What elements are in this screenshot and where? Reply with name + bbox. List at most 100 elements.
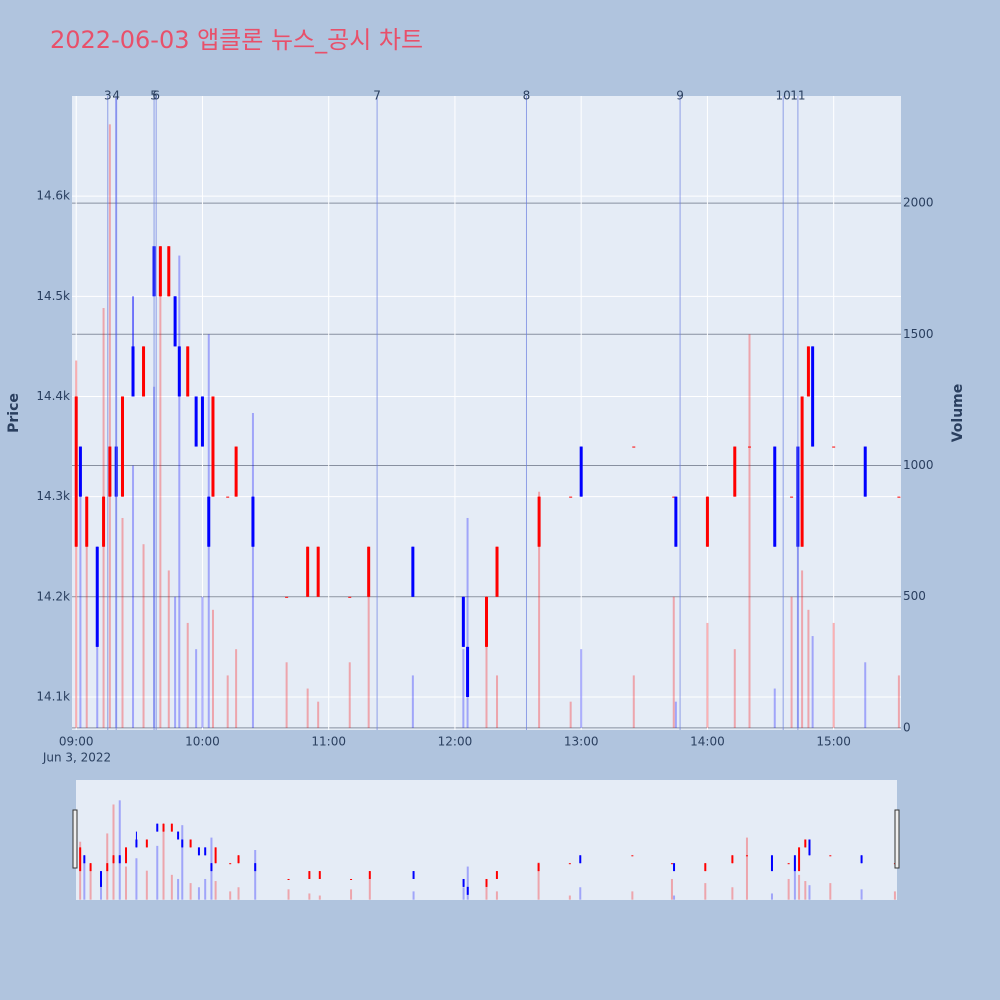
volume-bar [674,701,677,728]
volume-bar [142,544,145,728]
candle-body [733,446,737,497]
candle-body [145,839,148,848]
volume-bar [317,701,320,728]
volume-bar [704,883,707,900]
volume-bar [237,887,240,900]
volume-bar [177,878,180,900]
volume-bar [350,889,353,900]
volume-bar [197,887,200,900]
volume-bar [496,675,499,728]
candle-body [158,246,162,297]
volume-bar [893,891,896,900]
candle-body [806,346,810,397]
volume-bar [733,649,736,728]
candle-body [78,446,82,497]
volume-bar [367,596,370,728]
volume-bar [285,662,288,728]
range-handle-left[interactable] [72,809,78,869]
candle-body [118,855,121,864]
candle-body [350,878,353,880]
candle-body [194,396,198,447]
volume-bar [135,858,138,900]
volume-bar [466,866,469,900]
range-handle-right[interactable] [894,809,900,869]
volume-bar [251,413,254,728]
candle-body [308,871,311,879]
news-label: 8 [523,89,531,103]
volume-bar [569,701,572,728]
candle-body [631,855,634,857]
volume-bar [745,837,748,900]
candle-body [670,863,673,865]
volume-bar [860,889,863,900]
x-tick-label: 11:00 [311,735,346,749]
candle-body [181,839,184,848]
volume-bar [145,870,148,900]
candle-body [83,855,86,864]
candle-body [411,546,415,597]
volume-bar [773,688,776,728]
volume-bar [864,662,867,728]
volume-bar [632,675,635,728]
volume-bar [214,881,217,900]
candle-body [808,839,811,856]
candle-body [234,446,238,497]
volume-bar [125,866,128,900]
y-tick-label: 14.6k [36,189,70,203]
candle-body [200,396,204,447]
volume-bar [204,878,207,900]
volume-bar [229,891,232,900]
candle-body [112,855,115,864]
volume-bar [348,662,351,728]
y-tick-label: 14.4k [36,389,70,403]
volume-bar [462,887,465,900]
y2-tick-label: 1500 [903,327,934,341]
volume-bar [79,491,82,728]
volume-bar [811,636,814,728]
volume-bar [807,609,810,728]
candle-body [748,446,752,448]
candle-body [108,446,112,497]
x-tick-label: 09:00 [59,735,94,749]
volume-bar [118,800,121,900]
volume-bar [83,862,86,900]
chart-title: 2022-06-03 앱클론 뉴스_공시 차트 [50,26,423,54]
x-tick-label: 10:00 [185,735,220,749]
candle-body [79,847,82,872]
volume-bar [631,891,634,900]
volume-bar [770,893,773,900]
y2-tick-label: 1000 [903,458,934,472]
volume-bar [156,845,159,900]
volume-bar [112,804,115,900]
volume-bar [538,491,541,728]
candle-body [251,496,255,547]
candle-body [674,496,678,547]
volume-bar [170,874,173,900]
volume-bar [308,893,311,900]
candle-body [793,855,796,872]
candle-body [197,847,200,856]
volume-bar [226,675,229,728]
candle-body [537,496,541,547]
volume-bar [195,649,198,728]
candle-body [485,878,488,887]
x-tick-label: 13:00 [564,735,599,749]
candle-body [177,831,180,840]
candle-body [189,839,192,848]
candle-body [495,871,498,879]
volume-bar [89,870,92,900]
candle-body [731,855,734,864]
candle-body [210,863,213,872]
volume-bar [85,544,88,728]
y-tick-label: 14.3k [36,489,70,503]
candle-body [173,296,177,347]
volume-bar [808,885,811,900]
volume-bar [186,622,189,728]
volume-bar [411,675,414,728]
candle-body [214,847,217,864]
candle-body [287,878,290,880]
volume-bar [159,281,162,728]
volume-bar [108,124,111,728]
candle-body [367,546,371,597]
